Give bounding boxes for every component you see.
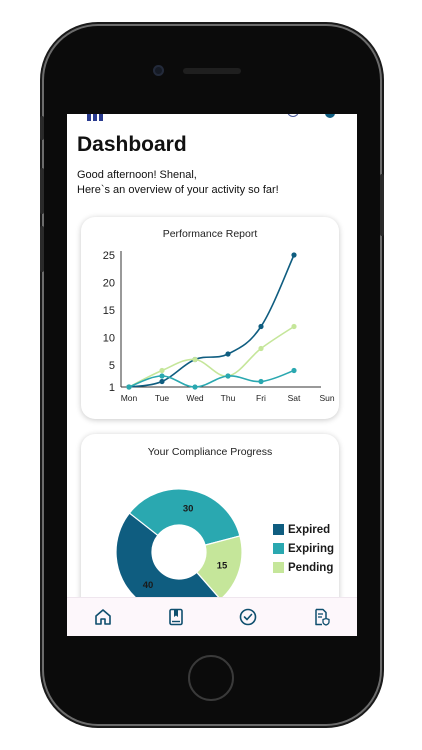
data-point (291, 323, 297, 330)
donut-slice-expiring (128, 488, 241, 546)
data-point (192, 384, 198, 390)
book-icon (168, 608, 183, 626)
check-circle-icon (239, 608, 257, 626)
chart-legend: Expired Expiring Pending (273, 520, 334, 577)
data-point (225, 373, 231, 379)
earpiece-speaker (183, 68, 241, 74)
y-tick-label: 1 (109, 382, 115, 394)
donut-value-label: 30 (183, 503, 194, 514)
performance-report-card: Performance Report 1 5 10 15 20 25 Mon Tue Wed Th… (81, 217, 339, 419)
series-line-0 (128, 254, 295, 388)
series-line-1 (128, 325, 295, 388)
data-point (258, 345, 264, 352)
nav-compliance[interactable] (309, 605, 333, 629)
y-tick-label: 25 (103, 250, 115, 262)
legend-label: Expiring (288, 542, 335, 555)
x-tick-label: Sat (288, 393, 301, 403)
legend-swatch (273, 562, 284, 573)
x-tick-label: Fri (256, 393, 266, 403)
x-tick-label: Tue (155, 393, 170, 403)
y-tick-label: 20 (103, 278, 115, 290)
data-point (159, 378, 165, 385)
nav-home[interactable] (91, 605, 115, 629)
data-point (225, 351, 231, 357)
app-screen: Dashboard Good afternoon! Shenal, Here`s… (67, 114, 357, 636)
x-tick-label: Thu (221, 393, 236, 403)
page-title: Dashboard (77, 133, 187, 156)
series-line-2 (128, 369, 295, 388)
volume-up-button (40, 168, 44, 214)
x-tick-label: Sun (319, 393, 334, 403)
data-point (159, 367, 165, 374)
power-button (380, 174, 384, 236)
data-point (192, 356, 198, 363)
legend-item-expiring: Expiring (273, 539, 334, 558)
data-point (258, 323, 264, 330)
y-tick-label: 5 (109, 360, 115, 372)
legend-swatch (273, 524, 284, 535)
compliance-progress-title: Your Compliance Progress (147, 446, 273, 458)
nav-tasks[interactable] (236, 605, 260, 629)
app-logo (87, 114, 107, 121)
legend-swatch (273, 543, 284, 554)
home-button[interactable] (188, 655, 234, 701)
legend-item-expired: Expired (273, 520, 334, 539)
mute-switch (40, 116, 44, 140)
greeting-line-2: Here`s an overview of your activity so f… (77, 184, 279, 196)
data-point (258, 378, 264, 385)
nav-courses[interactable] (164, 605, 188, 629)
legend-label: Pending (288, 561, 334, 574)
header-icon[interactable] (287, 114, 299, 117)
profile-avatar[interactable] (325, 114, 335, 118)
data-point (126, 384, 132, 390)
greeting-line-1: Good afternoon! Shenal, (77, 169, 197, 181)
data-point (291, 367, 297, 374)
donut-value-label: 15 (217, 561, 228, 572)
data-point (159, 373, 165, 379)
x-tick-label: Mon (121, 393, 138, 403)
volume-down-button (40, 226, 44, 272)
compliance-donut-chart: 40 30 15 (115, 488, 243, 616)
document-shield-icon (315, 608, 330, 626)
performance-report-title: Performance Report (162, 228, 258, 240)
y-tick-label: 15 (103, 305, 115, 317)
bottom-navigation (67, 597, 357, 636)
legend-item-pending: Pending (273, 558, 334, 577)
front-camera (153, 65, 164, 76)
donut-value-label: 40 (143, 580, 154, 591)
data-point (291, 252, 297, 258)
y-tick-label: 10 (103, 333, 115, 345)
legend-label: Expired (288, 523, 331, 536)
greeting: Good afternoon! Shenal, Here`s an overvi… (77, 168, 279, 198)
x-tick-label: Wed (186, 393, 204, 403)
home-icon (95, 609, 112, 625)
